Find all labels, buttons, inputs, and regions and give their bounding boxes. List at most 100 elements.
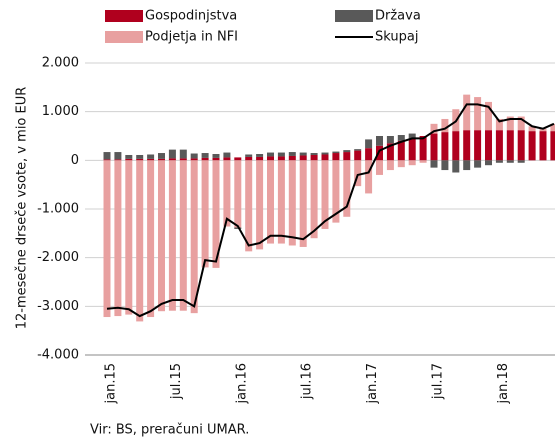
bar — [419, 160, 427, 163]
bar — [495, 118, 503, 131]
bar — [190, 153, 198, 159]
bar — [245, 154, 253, 157]
y-axis-label: 12-mesečne drseče vsote, v mio EUR — [15, 87, 30, 330]
bar — [310, 154, 318, 161]
bar — [103, 159, 111, 161]
bar — [419, 136, 427, 161]
bar — [234, 160, 242, 228]
bar — [168, 160, 176, 311]
bar — [386, 136, 394, 144]
legend-label: Podjetja in NFI — [145, 30, 238, 45]
bar — [343, 152, 351, 161]
bar — [114, 160, 122, 317]
x-tick-label: jan.18 — [496, 363, 511, 405]
x-tick-label: jan.15 — [104, 363, 119, 405]
y-tick-label: 0 — [71, 153, 79, 168]
bar — [245, 160, 253, 252]
bar — [267, 152, 274, 157]
source: Vir: BS, preračuni UMAR. — [90, 423, 249, 438]
bar — [179, 160, 187, 311]
bar — [485, 130, 492, 161]
bar — [277, 156, 285, 161]
bar — [365, 160, 373, 194]
bar — [332, 160, 340, 223]
bar — [365, 148, 373, 161]
x-tick-label: jan.17 — [365, 363, 380, 405]
bar — [517, 116, 525, 131]
bar — [256, 154, 264, 157]
bar — [168, 149, 176, 159]
bar — [474, 130, 482, 161]
bar — [441, 160, 449, 171]
bar — [299, 152, 307, 156]
bar — [103, 160, 111, 318]
legend-label: Država — [375, 9, 421, 24]
bar — [299, 155, 307, 161]
bar — [365, 139, 373, 149]
x-tick-label: jul.16 — [300, 363, 315, 400]
bar — [430, 123, 438, 134]
bar — [463, 130, 471, 161]
bar — [190, 160, 198, 314]
bar — [430, 133, 438, 161]
bar — [517, 160, 525, 163]
bar — [430, 160, 438, 168]
bar — [485, 101, 492, 131]
bar — [354, 150, 362, 161]
legend-label: Gospodinjstva — [145, 9, 237, 24]
bar — [495, 160, 503, 163]
bar — [201, 160, 209, 268]
bar — [267, 160, 274, 244]
bar — [441, 132, 449, 161]
bar — [179, 149, 187, 159]
bar — [517, 130, 525, 161]
bar — [474, 97, 482, 131]
bar — [343, 150, 351, 153]
x-tick-label: jul.15 — [169, 363, 184, 400]
bar — [234, 227, 242, 229]
bar — [452, 131, 460, 161]
legend-swatch — [105, 31, 143, 43]
bar — [354, 160, 362, 187]
bar — [125, 154, 133, 159]
bar — [158, 160, 165, 312]
bar — [376, 145, 383, 161]
legend-label: Skupaj — [375, 30, 418, 45]
bar — [310, 153, 318, 155]
bar — [386, 160, 394, 171]
bar — [408, 133, 416, 139]
bar — [179, 158, 187, 161]
bar — [463, 94, 471, 131]
bar — [114, 159, 122, 161]
bar — [136, 158, 144, 161]
bar — [408, 160, 416, 166]
bar — [288, 160, 296, 246]
bar — [506, 160, 514, 163]
bar — [267, 156, 274, 161]
bar — [397, 140, 405, 161]
legend-swatch — [105, 10, 143, 22]
bar — [376, 136, 383, 146]
bar — [386, 143, 394, 161]
line — [106, 103, 555, 318]
bar — [321, 160, 329, 229]
y-tick-label: -3.000 — [37, 299, 79, 314]
bar — [114, 152, 122, 160]
bar — [277, 160, 285, 244]
bar — [343, 160, 351, 217]
bar — [299, 160, 307, 247]
bar — [147, 158, 155, 161]
y-tick-label: -1.000 — [37, 202, 79, 217]
y-tick-label: -4.000 — [37, 348, 79, 363]
bar — [332, 153, 340, 161]
bar — [288, 152, 296, 156]
bar — [452, 160, 460, 173]
bar — [201, 153, 209, 158]
bar — [474, 160, 482, 168]
bar — [212, 160, 220, 268]
bar — [256, 156, 264, 161]
bar — [245, 156, 253, 161]
bar — [147, 154, 155, 159]
bar — [212, 157, 220, 161]
bar — [463, 160, 471, 171]
